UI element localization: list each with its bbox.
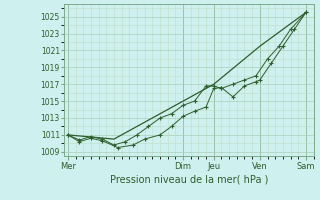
X-axis label: Pression niveau de la mer( hPa ): Pression niveau de la mer( hPa ) xyxy=(110,175,268,185)
